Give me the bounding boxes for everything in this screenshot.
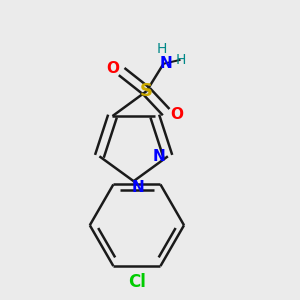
Text: N: N [153,149,166,164]
Text: H: H [157,42,167,56]
Text: Cl: Cl [128,273,146,291]
Text: N: N [131,180,144,195]
Text: O: O [106,61,119,76]
Text: N: N [160,56,172,71]
Text: O: O [170,107,183,122]
Text: H: H [176,53,186,67]
Text: S: S [140,82,153,100]
